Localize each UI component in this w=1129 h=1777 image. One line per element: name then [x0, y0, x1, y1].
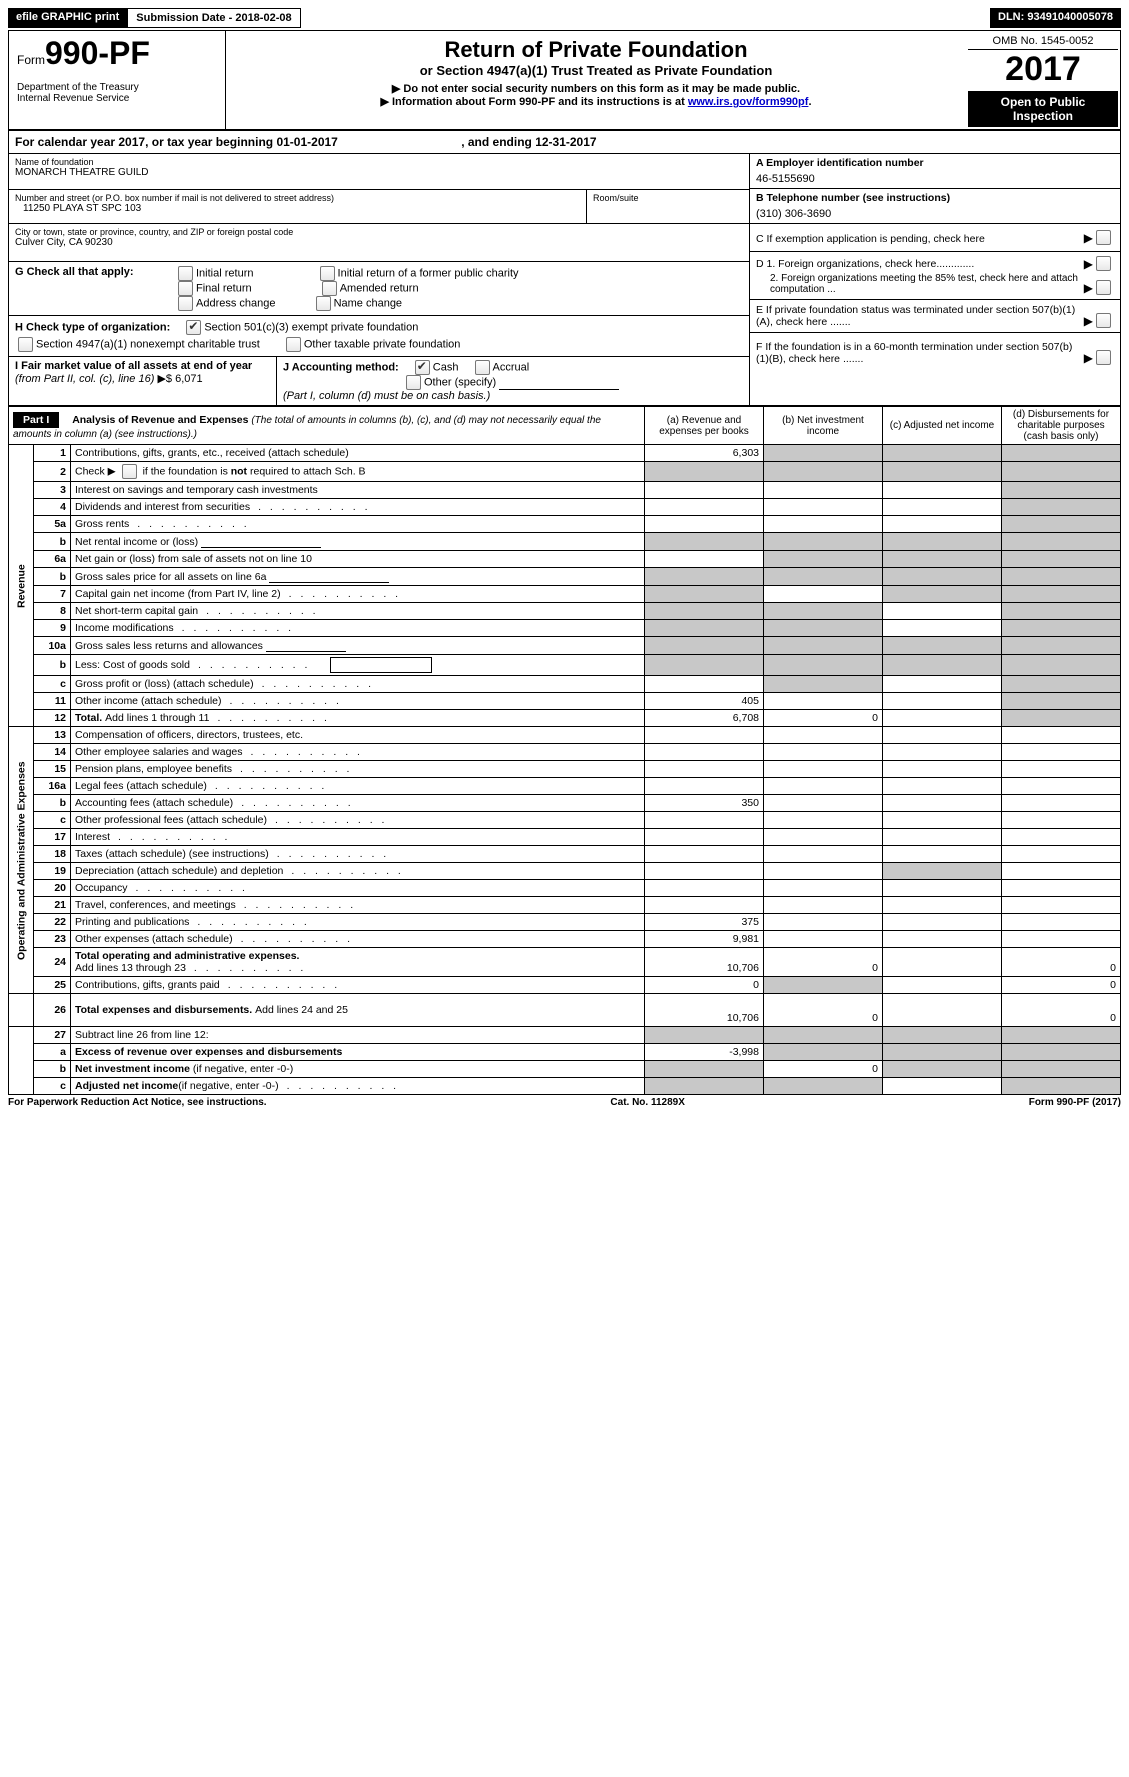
tax-year: 2017	[968, 50, 1118, 89]
foundation-name: MONARCH THEATRE GUILD	[15, 167, 743, 178]
expenses-vertical-label: Operating and Administrative Expenses	[9, 727, 34, 994]
form-title: Return of Private Foundation	[232, 37, 960, 63]
address-change-checkbox[interactable]	[178, 296, 193, 311]
phone: (310) 306-3690	[756, 208, 1114, 220]
line23-a: 9,981	[645, 931, 764, 948]
header-right: OMB No. 1545-0052 2017 Open to Public In…	[966, 31, 1120, 129]
street-address: 11250 PLAYA ST SPC 103	[15, 203, 580, 214]
foreign-85-checkbox[interactable]	[1096, 280, 1111, 295]
city-state-zip: Culver City, CA 90230	[15, 237, 743, 248]
status-terminated-checkbox[interactable]	[1096, 313, 1111, 328]
initial-return-former-checkbox[interactable]	[320, 266, 335, 281]
omb-number: OMB No. 1545-0052	[968, 33, 1118, 50]
line1-a: 6,303	[645, 445, 764, 462]
exemption-pending-checkbox[interactable]	[1096, 230, 1111, 245]
line12-a: 6,708	[645, 710, 764, 727]
line16b-a: 350	[645, 795, 764, 812]
form-number: 990-PF	[45, 35, 150, 71]
other-taxable-checkbox[interactable]	[286, 337, 301, 352]
submission-date: Submission Date - 2018-02-08	[127, 8, 300, 28]
revenue-vertical-label: Revenue	[9, 445, 34, 727]
part1-table: Part I Analysis of Revenue and Expenses …	[8, 406, 1121, 1095]
60-month-checkbox[interactable]	[1096, 350, 1111, 365]
line24-a: 10,706	[645, 948, 764, 977]
initial-return-checkbox[interactable]	[178, 266, 193, 281]
ein: 46-5155690	[756, 173, 1114, 185]
col-c-header: (c) Adjusted net income	[883, 407, 1002, 445]
line26-a: 10,706	[645, 994, 764, 1027]
line22-a: 375	[645, 914, 764, 931]
line24-d: 0	[1002, 948, 1121, 977]
line27b-b: 0	[764, 1061, 883, 1078]
sch-b-checkbox[interactable]	[122, 464, 137, 479]
501c3-checkbox[interactable]	[186, 320, 201, 335]
open-public: Open to Public Inspection	[968, 91, 1118, 127]
top-bar: efile GRAPHIC print Submission Date - 20…	[8, 8, 1121, 28]
line27a-a: -3,998	[645, 1044, 764, 1061]
line26-d: 0	[1002, 994, 1121, 1027]
header-center: Return of Private Foundation or Section …	[226, 31, 966, 129]
accrual-checkbox[interactable]	[475, 360, 490, 375]
line25-d: 0	[1002, 977, 1121, 994]
instructions-link[interactable]: www.irs.gov/form990pf	[688, 96, 809, 108]
calendar-year-row: For calendar year 2017, or tax year begi…	[8, 131, 1121, 154]
other-method-checkbox[interactable]	[406, 375, 421, 390]
line24-b: 0	[764, 948, 883, 977]
line26-b: 0	[764, 994, 883, 1027]
identity-block: Name of foundation MONARCH THEATRE GUILD…	[8, 154, 1121, 406]
dln: DLN: 93491040005078	[990, 8, 1121, 28]
fmv-value: 6,071	[175, 373, 203, 385]
part1-label: Part I	[13, 412, 59, 428]
line11-a: 405	[645, 693, 764, 710]
final-return-checkbox[interactable]	[178, 281, 193, 296]
line25-a: 0	[645, 977, 764, 994]
col-d-header: (d) Disbursements for charitable purpose…	[1002, 407, 1121, 445]
col-b-header: (b) Net investment income	[764, 407, 883, 445]
page-footer: For Paperwork Reduction Act Notice, see …	[8, 1095, 1121, 1110]
foreign-org-checkbox[interactable]	[1096, 256, 1111, 271]
header-left: Form990-PF Department of the Treasury In…	[9, 31, 226, 129]
efile-label: efile GRAPHIC print	[8, 8, 127, 28]
col-a-header: (a) Revenue and expenses per books	[645, 407, 764, 445]
4947a1-checkbox[interactable]	[18, 337, 33, 352]
name-change-checkbox[interactable]	[316, 296, 331, 311]
amended-return-checkbox[interactable]	[322, 281, 337, 296]
form-header: Form990-PF Department of the Treasury In…	[8, 30, 1121, 131]
line12-b: 0	[764, 710, 883, 727]
cash-checkbox[interactable]	[415, 360, 430, 375]
